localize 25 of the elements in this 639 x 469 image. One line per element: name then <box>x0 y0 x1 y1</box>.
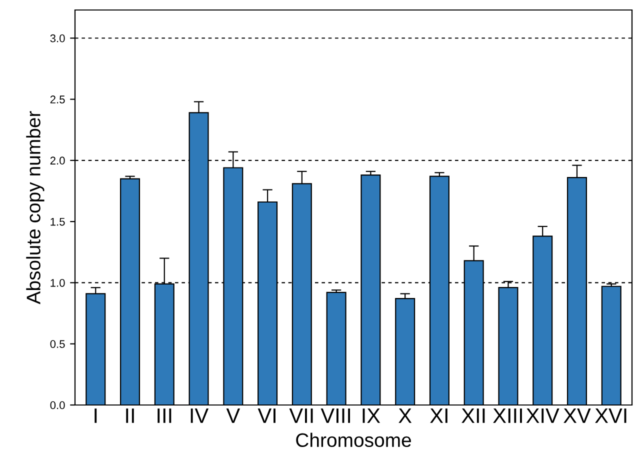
x-tick-label: V <box>226 408 240 423</box>
y-tick-label: 0.0 <box>50 401 65 410</box>
x-tick-label: IV <box>190 408 209 423</box>
x-tick-label: XVI <box>595 408 626 423</box>
y-axis-title: Absolute copy number <box>26 111 44 304</box>
y-tick-label: 0.5 <box>50 340 65 348</box>
x-tick-label: XII <box>462 408 485 423</box>
y-tick-label: 2.0 <box>50 156 65 165</box>
y-tick-label: 1.5 <box>50 218 65 226</box>
x-tick-label: VIII <box>320 408 350 423</box>
x-tick-label: XV <box>564 408 591 423</box>
y-tick-label: 2.5 <box>50 96 65 104</box>
x-tick-label: XIV <box>526 408 560 423</box>
x-tick-label: I <box>94 408 97 423</box>
x-tick-label: XIII <box>493 408 522 423</box>
x-tick-label: VII <box>289 408 313 423</box>
x-tick-label: X <box>398 408 412 423</box>
y-tick-label: 1.0 <box>50 278 65 287</box>
x-tick-label: III <box>158 408 172 423</box>
x-axis-title: Chromosome <box>296 432 411 448</box>
x-tick-label: II <box>126 408 134 423</box>
x-tick-label: XI <box>430 408 448 423</box>
x-tick-label: VI <box>258 408 276 423</box>
y-tick-label: 3.0 <box>50 34 65 42</box>
x-tick-label: IX <box>362 408 380 423</box>
